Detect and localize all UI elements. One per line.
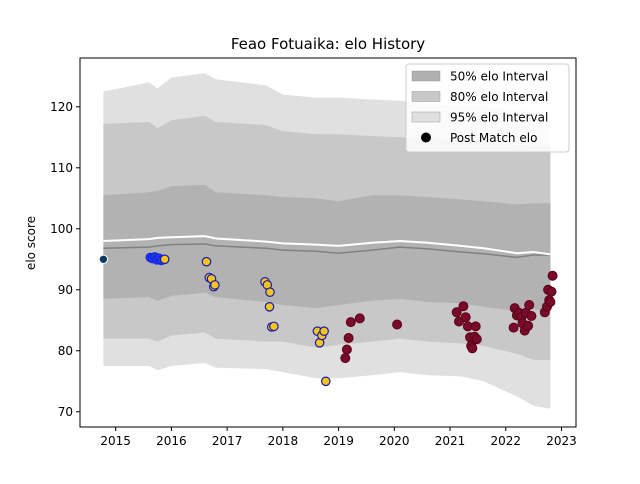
plot-area xyxy=(98,73,558,409)
x-tick-label: 2017 xyxy=(212,434,243,448)
x-tick-label: 2019 xyxy=(323,434,354,448)
legend-swatch xyxy=(411,70,441,82)
post-match-elo-point xyxy=(340,353,351,364)
legend: 50% elo Interval 80% elo Interval 95% elo … xyxy=(405,63,570,153)
legend-marker xyxy=(421,132,431,143)
post-match-elo-point xyxy=(98,254,109,264)
y-tick-label: 80 xyxy=(58,344,73,358)
mean-line xyxy=(103,235,551,256)
y-tick-label: 90 xyxy=(58,283,73,297)
post-match-elo-point xyxy=(354,313,365,324)
plot-frame xyxy=(79,57,577,428)
post-match-elo-point xyxy=(392,319,403,330)
post-match-elo-point xyxy=(343,333,354,343)
post-match-elo-point xyxy=(345,317,356,328)
post-match-elo-point xyxy=(159,254,170,265)
post-match-elo-point xyxy=(269,321,279,332)
post-match-elo-point xyxy=(547,270,558,281)
post-match-elo-point xyxy=(508,322,519,333)
post-match-elo-point xyxy=(264,301,275,312)
post-match-elo-point xyxy=(341,344,352,355)
x-tick-label: 2015 xyxy=(100,434,131,448)
axes: 2015 2016 2017 2018 2019 2020 2021 2022 2023 70 80… xyxy=(50,57,577,448)
post-match-elo-point xyxy=(471,334,482,345)
x-tick-label: 2023 xyxy=(546,434,577,448)
post-match-elo-point xyxy=(526,311,537,321)
post-match-elo-point xyxy=(451,307,462,318)
legend-label: Post Match elo xyxy=(450,131,537,145)
legend-label: 95% elo Interval xyxy=(450,111,548,125)
post-match-elo-point xyxy=(210,280,220,290)
x-tick-label: 2020 xyxy=(379,434,410,448)
legend-swatch xyxy=(411,91,441,102)
post-match-elo-point xyxy=(265,287,275,297)
x-tick-label: 2018 xyxy=(268,434,299,448)
post-match-elo-point xyxy=(470,321,481,332)
post-match-elo-point xyxy=(546,286,557,297)
x-tick-label: 2021 xyxy=(435,434,466,448)
legend-swatch xyxy=(411,111,441,123)
x-tick-label: 2022 xyxy=(491,434,522,448)
y-tick-label: 120 xyxy=(50,100,73,114)
median-line xyxy=(103,243,551,259)
post-match-elo-point xyxy=(545,297,556,307)
post-match-elo-point xyxy=(319,326,329,336)
post-match-elo-point xyxy=(523,320,534,331)
post-match-elo-point xyxy=(458,301,469,312)
post-match-elo-point xyxy=(460,312,471,323)
y-tick-label: 70 xyxy=(58,405,73,419)
y-axis-label: elo score xyxy=(24,216,38,270)
y-tick-label: 100 xyxy=(50,222,73,236)
post-match-elo-point xyxy=(467,343,478,354)
legend-label: 50% elo Interval xyxy=(450,70,548,84)
chart-title: Feao Fotuaika: elo History xyxy=(231,35,425,53)
y-tick-label: 110 xyxy=(50,161,73,175)
post-match-elo-point xyxy=(201,256,212,267)
x-tick-label: 2016 xyxy=(156,434,187,448)
post-match-elo-point xyxy=(524,300,535,310)
post-match-elo-point xyxy=(320,376,331,387)
legend-box xyxy=(405,63,570,153)
legend-label: 80% elo Interval xyxy=(450,90,548,104)
